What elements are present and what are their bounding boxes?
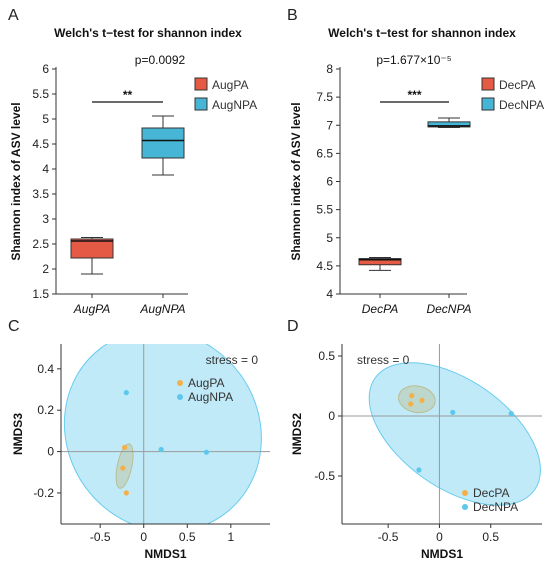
d-ytick-label: 0.5	[318, 349, 335, 363]
c-x-axis-label: NMDS1	[144, 547, 186, 561]
panel-letter-d: D	[287, 318, 299, 335]
b-ytick-label: 7	[326, 118, 333, 132]
c-legend-label: AugNPA	[188, 390, 233, 404]
c-legend-marker	[177, 380, 183, 386]
panel-a-pvalue: p=0.0092	[135, 53, 186, 67]
b-legend-label: DecNPA	[499, 98, 544, 112]
c-xtick-label: 0.5	[179, 530, 196, 544]
c-point-AugPA	[123, 490, 129, 496]
a-ytick-label: 2.5	[32, 237, 49, 251]
c-point-AugNPA	[158, 446, 164, 453]
d-x-axis-label: NMDS1	[421, 547, 463, 561]
d-point-DecPA	[409, 393, 415, 399]
d-xtick-label: 0.5	[482, 530, 499, 544]
c-point-AugPA	[120, 465, 126, 471]
b-significance-stars: ***	[407, 88, 421, 102]
d-point-DecPA	[408, 401, 414, 407]
d-point-DecPA	[419, 397, 425, 403]
a-ytick-label: 5.5	[32, 87, 49, 101]
b-category-label: DecNPA	[426, 302, 471, 316]
a-ytick-label: 3	[42, 212, 49, 226]
d-point-DecNPA	[416, 467, 422, 473]
b-legend-swatch	[481, 97, 495, 111]
a-category-label: AugPA	[73, 302, 110, 316]
panel-letter-a: A	[8, 7, 19, 24]
b-category-label: DecPA	[362, 302, 398, 316]
a-ytick-label: 1.5	[32, 287, 49, 301]
b-ytick-label: 4	[326, 287, 333, 301]
b-box-DecNPA	[427, 121, 471, 128]
a-ytick-label: 3.5	[32, 187, 49, 201]
chart-b: 4 4.5 5 5.5 6 6.5 7 7.5 8 Shannon index of ASV le…	[289, 62, 544, 316]
c-plot-area	[61, 344, 270, 524]
chart-a: 1.5 2 2.5 3 3.5 4 4.5 5 5.5 6 Shannon index of ASV…	[9, 62, 257, 316]
a-box-AugNPA	[141, 127, 185, 159]
d-legend-marker	[462, 490, 468, 496]
a-significance-stars: **	[123, 88, 133, 102]
a-legend-swatch	[194, 97, 208, 111]
b-box-DecPA	[358, 258, 402, 266]
d-ytick-label: 0	[328, 409, 335, 423]
panel-b-pvalue: p=1.677×10⁻⁵	[376, 53, 451, 67]
c-ellipse-AugPA	[115, 443, 134, 489]
b-y-axis-label: Shannon index of ASV level	[289, 102, 303, 260]
c-xtick-label: 1	[227, 530, 234, 544]
b-ytick-label: 6	[326, 175, 333, 189]
a-ytick-label: 5	[42, 112, 49, 126]
c-legend-marker	[177, 394, 183, 400]
d-legend-label: DecPA	[473, 486, 509, 500]
a-ytick-label: 4.5	[32, 137, 49, 151]
a-legend-label: AugNPA	[212, 98, 257, 112]
c-xtick-label: -0.5	[90, 530, 111, 544]
d-xtick-label: 0	[436, 530, 443, 544]
b-ytick-label: 7.5	[316, 90, 333, 104]
d-point-DecNPA	[508, 411, 514, 417]
c-legend-label: AugPA	[188, 376, 224, 390]
b-ytick-label: 6.5	[316, 146, 333, 160]
c-ytick-label: -0.2	[33, 486, 54, 500]
a-legend-label: AugPA	[212, 78, 248, 92]
c-y-axis-label: NMDS3	[11, 413, 25, 455]
c-point-AugNPA	[123, 390, 129, 396]
d-ellipse-DecPA	[398, 385, 436, 414]
a-category-label: AugNPA	[139, 302, 185, 316]
panel-a-title: Welch's t−test for shannon index	[54, 26, 242, 40]
c-stress-label: stress = 0	[206, 353, 259, 367]
panel-letter-c: C	[8, 318, 20, 335]
c-point-AugPA	[121, 444, 128, 451]
c-xtick-label: 0	[140, 530, 147, 544]
a-ytick-label: 4	[42, 162, 49, 176]
b-ytick-label: 4.5	[316, 259, 333, 273]
c-ellipse-AugNPA	[63, 344, 262, 524]
chart-c: -0.5 0 0.5 1 -0.2 0 0.2 0.4 NMDS1 NMDS3 stress = 0…	[11, 344, 270, 561]
d-ellipse-DecNPA	[368, 362, 541, 506]
c-ytick-label: 0.2	[37, 403, 54, 417]
a-box-AugPA	[70, 238, 114, 259]
c-ytick-label: 0	[47, 445, 54, 459]
panel-letter-b: B	[287, 7, 298, 24]
b-ytick-label: 8	[326, 62, 333, 76]
d-legend-marker	[462, 504, 468, 510]
a-legend-swatch	[194, 77, 208, 91]
d-ytick-label: -0.5	[314, 469, 335, 483]
c-ytick-label: 0.4	[37, 362, 54, 376]
panel-b-title: Welch's t−test for shannon index	[328, 26, 516, 40]
d-legend-label: DecNPA	[473, 500, 518, 514]
c-point-AugNPA	[203, 449, 210, 455]
d-stress-label: stress = 0	[357, 353, 410, 367]
b-legend-swatch	[481, 77, 495, 91]
d-xtick-label: -0.5	[378, 530, 399, 544]
d-point-DecNPA	[450, 409, 456, 415]
a-y-axis-label: Shannon index of ASV level	[9, 102, 23, 260]
b-ytick-label: 5.5	[316, 203, 333, 217]
a-ytick-label: 6	[42, 62, 49, 76]
a-ytick-label: 2	[42, 262, 49, 276]
d-y-axis-label: NMDS2	[290, 413, 304, 455]
b-legend-label: DecPA	[499, 78, 535, 92]
d-plot-area	[342, 344, 542, 524]
chart-d: -0.5 0 0.5 -0.5 0 0.5 NMDS1 NMDS2 stress = 0 DecP…	[290, 344, 542, 561]
b-ytick-label: 5	[326, 231, 333, 245]
